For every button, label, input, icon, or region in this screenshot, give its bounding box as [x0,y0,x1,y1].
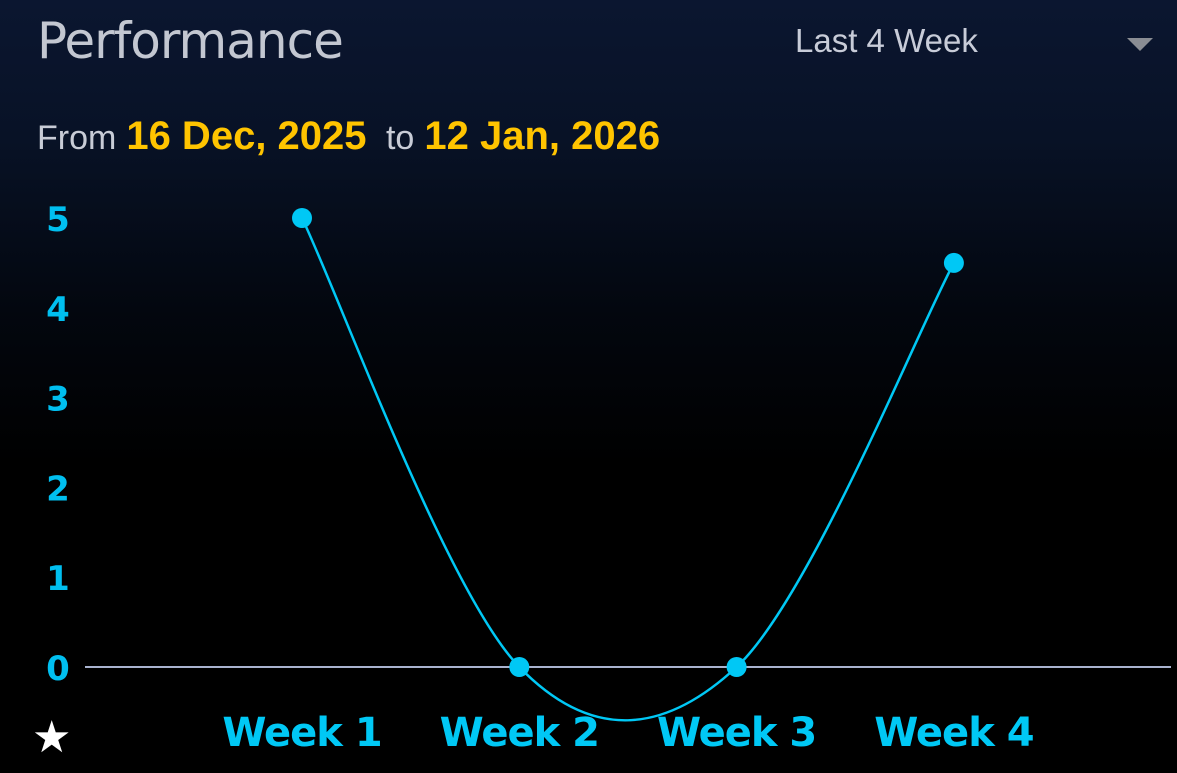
series-line [300,217,956,722]
card-title: Performance [37,12,344,70]
data-point[interactable] [726,657,747,677]
dropdown-value: Last 4 Week [795,22,978,59]
data-point[interactable] [509,657,530,677]
x-tick-label: Week 2 [440,710,599,756]
period-dropdown[interactable]: Last 4 Week [795,22,1165,66]
y-tick-label: 1 [46,559,70,599]
y-tick-label: 3 [46,380,70,420]
y-tick-label: 5 [46,200,70,240]
caret-down-icon [1127,38,1153,51]
x-tick-label: Week 1 [222,710,381,756]
to-date: 12 Jan, 2026 [424,114,661,158]
date-range: From 16 Dec, 2025 to 12 Jan, 2026 [37,114,670,159]
x-tick-label: Week 3 [657,710,816,756]
star-icon[interactable]: ★ [32,712,72,763]
y-tick-label: 4 [46,290,70,330]
y-tick-label: 2 [46,469,70,509]
to-label: to [385,119,415,157]
from-date: 16 Dec, 2025 [126,114,367,158]
from-label: From [37,119,117,157]
y-tick-label: 0 [46,649,70,689]
data-point[interactable] [292,208,312,228]
data-point[interactable] [943,252,964,273]
x-tick-label: Week 4 [874,710,1033,756]
